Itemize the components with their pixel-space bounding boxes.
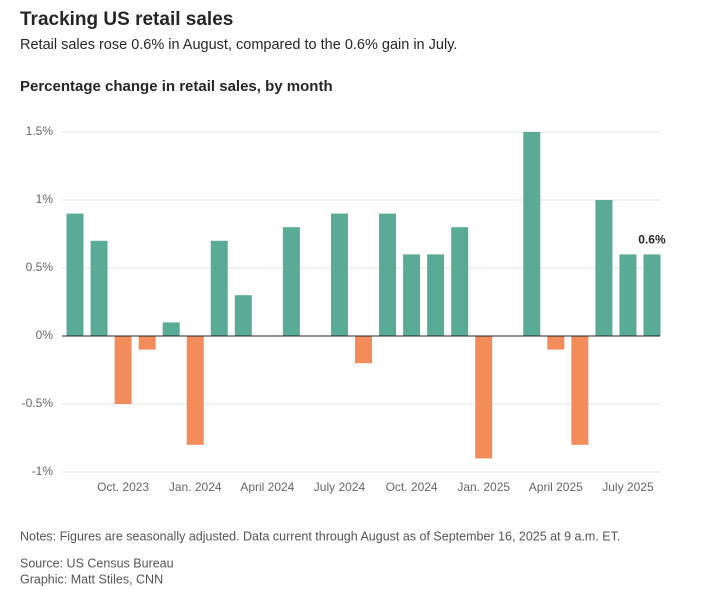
y-tick-label: -1% (32, 464, 54, 478)
subtitle: Retail sales rose 0.6% in August, compar… (20, 37, 457, 53)
bar (523, 132, 541, 336)
x-tick-label: Jan. 2024 (169, 480, 222, 494)
bar (210, 240, 228, 336)
x-tick-label: Oct. 2023 (97, 480, 149, 494)
data-label: 0.6% (638, 233, 666, 247)
bar (234, 295, 252, 336)
x-tick-label: Oct. 2024 (386, 480, 438, 494)
bar (403, 254, 421, 336)
credit: Graphic: Matt Stiles, CNN (20, 572, 163, 586)
x-tick-label: July 2025 (602, 480, 654, 494)
chart-title: Percentage change in retail sales, by mo… (20, 78, 333, 95)
bar (186, 336, 204, 445)
bar (427, 254, 445, 336)
bar (547, 336, 565, 350)
x-tick-label: April 2024 (240, 480, 294, 494)
bar (138, 336, 156, 350)
y-tick-label: -0.5% (22, 396, 54, 410)
bar (571, 336, 589, 445)
bar (619, 254, 637, 336)
bar (643, 254, 661, 336)
bar (90, 240, 108, 336)
y-tick-label: 1.5% (26, 124, 54, 138)
x-tick-label: July 2024 (314, 480, 366, 494)
bar (475, 336, 493, 459)
bar (595, 200, 613, 336)
y-tick-label: 0% (36, 328, 54, 342)
x-tick-label: April 2025 (529, 480, 583, 494)
bar (355, 336, 372, 364)
x-tick-label: Jan. 2025 (457, 480, 510, 494)
bar (282, 227, 300, 336)
title: Tracking US retail sales (20, 9, 233, 30)
y-tick-label: 0.5% (26, 260, 54, 274)
bar (379, 213, 397, 336)
bar (451, 227, 469, 336)
notes: Notes: Figures are seasonally adjusted. … (20, 529, 620, 543)
bar (114, 336, 132, 404)
bar (162, 322, 180, 336)
bar (330, 213, 348, 336)
bar (66, 213, 84, 336)
source: Source: US Census Bureau (20, 556, 174, 570)
y-tick-label: 1% (36, 192, 54, 206)
